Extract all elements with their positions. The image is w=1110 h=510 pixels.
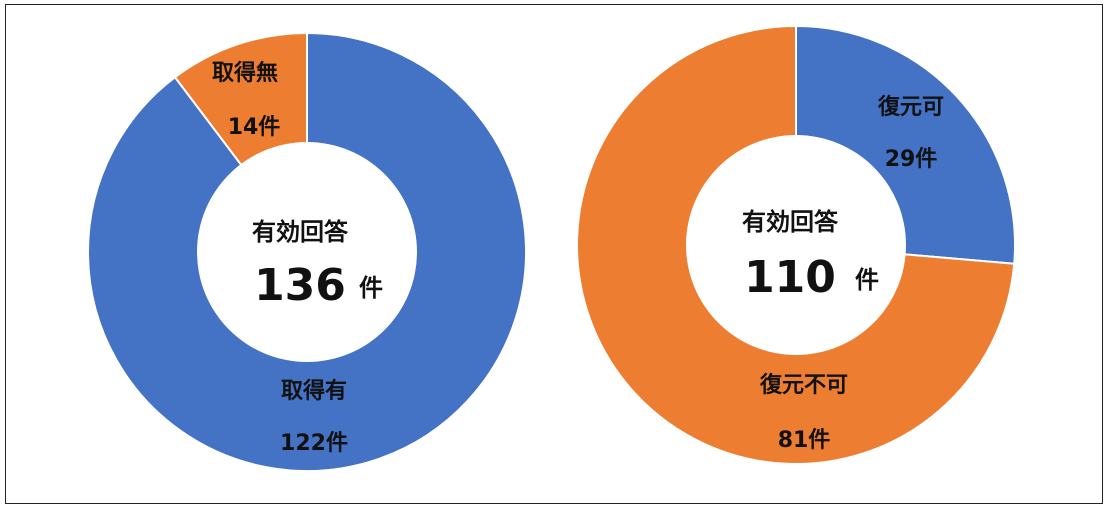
donut-chart-1: 有効回答 136 件 取得有 122件 取得無 14件: [87, 31, 527, 472]
donut-chart-2-center-unit: 件: [855, 266, 879, 294]
donut-chart-2-center-title: 有効回答: [742, 208, 839, 236]
donut-chart-1-center-title: 有効回答: [252, 218, 349, 246]
donut-chart-2: 有効回答 110 件 復元可 29件 復元不可 81件: [576, 24, 1016, 465]
donut-chart-1-center-unit: 件: [359, 274, 383, 302]
donut-chart-2-center-total: 110: [744, 252, 836, 303]
donut-chart-2-label-category-0: 復元可: [877, 94, 944, 120]
donut-chart-1-label-value-0: 122件: [280, 431, 348, 456]
donut-chart-1-label-category-1: 取得無: [212, 60, 278, 86]
donut-chart-2-label-category-1: 復元不可: [759, 372, 848, 398]
donut-chart-1-label-category-0: 取得有: [281, 378, 347, 404]
donut-chart-1-hole: [197, 142, 417, 362]
donut-chart-2-label-value-0: 29件: [885, 147, 938, 172]
donut-chart-2-label-value-1: 81件: [778, 428, 831, 453]
donut-chart-1-label-value-1: 14件: [228, 115, 281, 140]
donut-chart-1-center-total: 136: [254, 260, 346, 311]
donut-chart-2-hole: [686, 135, 906, 355]
